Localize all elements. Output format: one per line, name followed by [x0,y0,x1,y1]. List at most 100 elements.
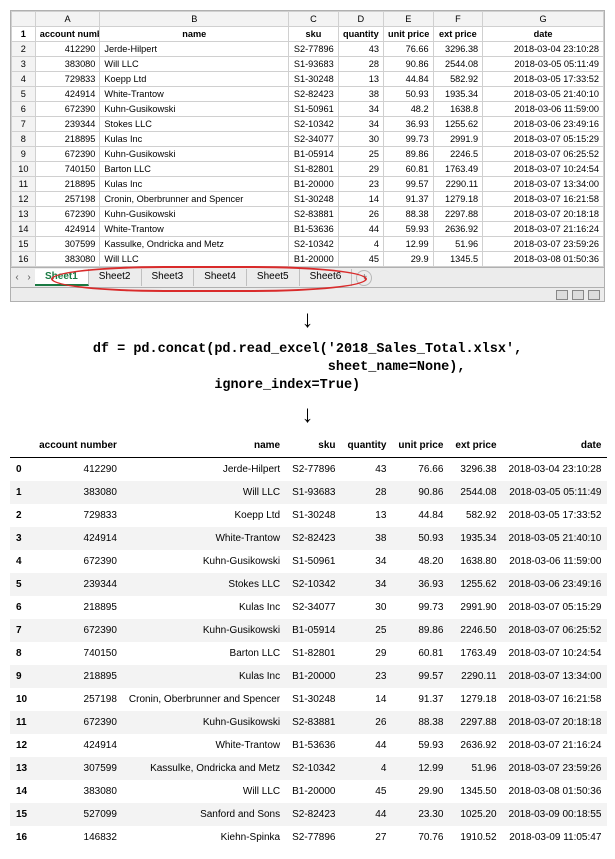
excel-cell[interactable]: 2018-03-04 23:10:28 [483,42,604,57]
excel-cell[interactable]: B1-05914 [289,147,339,162]
excel-cell[interactable]: White-Trantow [100,222,289,237]
excel-cell[interactable]: Kulas Inc [100,177,289,192]
excel-cell[interactable]: 14 [338,192,383,207]
excel-cell[interactable]: 383080 [35,57,100,72]
excel-cell[interactable]: 76.66 [383,42,433,57]
excel-cell[interactable]: S2-82423 [289,87,339,102]
excel-header-cell[interactable]: name [100,27,289,42]
sheet-tab[interactable]: Sheet6 [300,269,353,286]
excel-cell[interactable]: 99.73 [383,132,433,147]
col-letter[interactable]: F [433,12,483,27]
row-header[interactable]: 11 [12,177,36,192]
excel-cell[interactable]: Kuhn-Gusikowski [100,102,289,117]
excel-cell[interactable]: 2018-03-07 16:21:58 [483,192,604,207]
excel-header-cell[interactable]: date [483,27,604,42]
excel-cell[interactable]: Will LLC [100,57,289,72]
excel-cell[interactable]: 44 [338,222,383,237]
excel-cell[interactable]: 51.96 [433,237,483,252]
excel-cell[interactable]: 43 [338,42,383,57]
excel-cell[interactable]: B1-53636 [289,222,339,237]
view-page-icon[interactable] [572,290,584,300]
excel-cell[interactable]: 29.9 [383,252,433,267]
col-letter[interactable]: C [289,12,339,27]
excel-cell[interactable]: 2018-03-07 21:16:24 [483,222,604,237]
excel-cell[interactable]: B1-20000 [289,252,339,267]
excel-cell[interactable]: S2-34077 [289,132,339,147]
excel-cell[interactable]: Stokes LLC [100,117,289,132]
row-header[interactable]: 1 [12,27,36,42]
row-header[interactable]: 7 [12,117,36,132]
excel-cell[interactable]: 2018-03-06 11:59:00 [483,102,604,117]
excel-cell[interactable]: S1-93683 [289,57,339,72]
excel-cell[interactable]: S1-30248 [289,72,339,87]
excel-cell[interactable]: 44.84 [383,72,433,87]
excel-cell[interactable]: 88.38 [383,207,433,222]
excel-cell[interactable]: 1935.34 [433,87,483,102]
excel-cell[interactable]: 36.93 [383,117,433,132]
excel-cell[interactable]: 34 [338,102,383,117]
excel-cell[interactable]: 729833 [35,72,100,87]
excel-cell[interactable]: 4 [338,237,383,252]
excel-cell[interactable]: 1255.62 [433,117,483,132]
sheet-tab[interactable]: Sheet5 [247,269,300,286]
tab-nav-next[interactable]: › [23,272,35,283]
excel-header-cell[interactable]: unit price [383,27,433,42]
excel-cell[interactable]: 26 [338,207,383,222]
excel-cell[interactable]: Koepp Ltd [100,72,289,87]
excel-cell[interactable]: 582.92 [433,72,483,87]
excel-cell[interactable]: 412290 [35,42,100,57]
excel-cell[interactable]: 2544.08 [433,57,483,72]
tab-nav-prev[interactable]: ‹ [11,272,23,283]
excel-cell[interactable]: Cronin, Oberbrunner and Spencer [100,192,289,207]
excel-cell[interactable]: 1763.49 [433,162,483,177]
excel-cell[interactable]: 257198 [35,192,100,207]
excel-cell[interactable]: 2991.9 [433,132,483,147]
excel-cell[interactable]: 424914 [35,222,100,237]
excel-cell[interactable]: 2297.88 [433,207,483,222]
sheet-tab[interactable]: Sheet1 [35,269,89,286]
row-header[interactable]: 15 [12,237,36,252]
sheet-tab[interactable]: Sheet2 [89,269,142,286]
row-header[interactable]: 6 [12,102,36,117]
excel-cell[interactable]: 239344 [35,117,100,132]
sheet-tab[interactable]: Sheet3 [142,269,195,286]
row-header[interactable]: 12 [12,192,36,207]
excel-cell[interactable]: 91.37 [383,192,433,207]
row-header[interactable]: 4 [12,72,36,87]
excel-cell[interactable]: 1345.5 [433,252,483,267]
excel-cell[interactable]: S2-83881 [289,207,339,222]
excel-cell[interactable]: 45 [338,252,383,267]
excel-cell[interactable]: B1-20000 [289,177,339,192]
excel-cell[interactable]: 25 [338,147,383,162]
excel-header-cell[interactable]: account number [35,27,100,42]
excel-header-cell[interactable]: quantity [338,27,383,42]
excel-cell[interactable]: S2-77896 [289,42,339,57]
view-normal-icon[interactable] [556,290,568,300]
row-header[interactable]: 10 [12,162,36,177]
col-letter[interactable]: A [35,12,100,27]
excel-cell[interactable]: 13 [338,72,383,87]
sheet-tab[interactable]: Sheet4 [194,269,247,286]
view-break-icon[interactable] [588,290,600,300]
col-letter[interactable]: B [100,12,289,27]
excel-cell[interactable]: 30 [338,132,383,147]
excel-cell[interactable]: White-Trantow [100,87,289,102]
row-header[interactable]: 13 [12,207,36,222]
excel-cell[interactable]: 2018-03-05 05:11:49 [483,57,604,72]
excel-cell[interactable]: 90.86 [383,57,433,72]
excel-cell[interactable]: 2018-03-07 20:18:18 [483,207,604,222]
excel-cell[interactable]: S1-82801 [289,162,339,177]
excel-cell[interactable]: 424914 [35,87,100,102]
excel-cell[interactable]: Kulas Inc [100,132,289,147]
excel-cell[interactable]: 2018-03-07 23:59:26 [483,237,604,252]
row-header[interactable]: 3 [12,57,36,72]
excel-cell[interactable]: 218895 [35,132,100,147]
excel-cell[interactable]: 740150 [35,162,100,177]
excel-cell[interactable]: Kuhn-Gusikowski [100,147,289,162]
excel-cell[interactable]: Will LLC [100,252,289,267]
excel-cell[interactable]: 34 [338,117,383,132]
excel-cell[interactable]: 1279.18 [433,192,483,207]
excel-cell[interactable]: 2290.11 [433,177,483,192]
excel-cell[interactable]: 38 [338,87,383,102]
excel-cell[interactable]: 2018-03-07 13:34:00 [483,177,604,192]
